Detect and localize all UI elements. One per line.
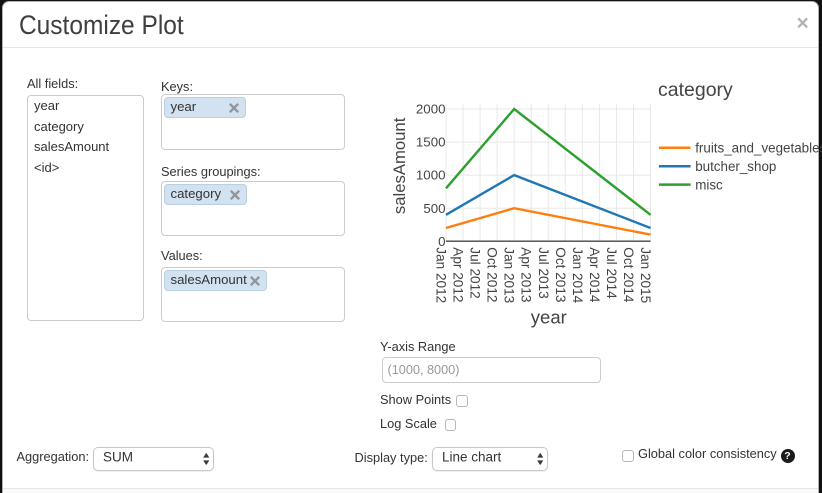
svg-text:misc: misc (695, 177, 723, 192)
svg-text:Jan 2015: Jan 2015 (638, 247, 653, 303)
svg-text:Jul 2012: Jul 2012 (468, 247, 483, 298)
svg-text:Oct 2012: Oct 2012 (485, 247, 500, 302)
svg-text:fruits_and_vegetables: fruits_and_vegetables (695, 141, 822, 156)
svg-text:Jan 2012: Jan 2012 (434, 247, 449, 303)
svg-text:salesAmount: salesAmount (390, 117, 409, 214)
svg-text:0: 0 (438, 234, 445, 249)
svg-text:Jul 2014: Jul 2014 (604, 247, 619, 299)
svg-text:Apr 2012: Apr 2012 (451, 247, 466, 302)
svg-text:Apr 2014: Apr 2014 (587, 247, 602, 303)
svg-text:500: 500 (423, 201, 445, 216)
svg-text:1500: 1500 (416, 135, 446, 150)
svg-text:Jan 2014: Jan 2014 (570, 247, 585, 303)
svg-text:Oct 2013: Oct 2013 (553, 247, 568, 302)
svg-text:1000: 1000 (416, 168, 446, 183)
svg-text:Oct 2014: Oct 2014 (621, 247, 636, 303)
svg-text:2000: 2000 (416, 102, 446, 117)
svg-text:butcher_shop: butcher_shop (695, 159, 776, 174)
svg-text:Jan 2013: Jan 2013 (502, 247, 517, 303)
svg-text:Apr 2013: Apr 2013 (519, 247, 534, 302)
svg-text:category: category (658, 79, 733, 101)
svg-text:Jul 2013: Jul 2013 (536, 247, 551, 298)
svg-text:year: year (531, 307, 567, 328)
